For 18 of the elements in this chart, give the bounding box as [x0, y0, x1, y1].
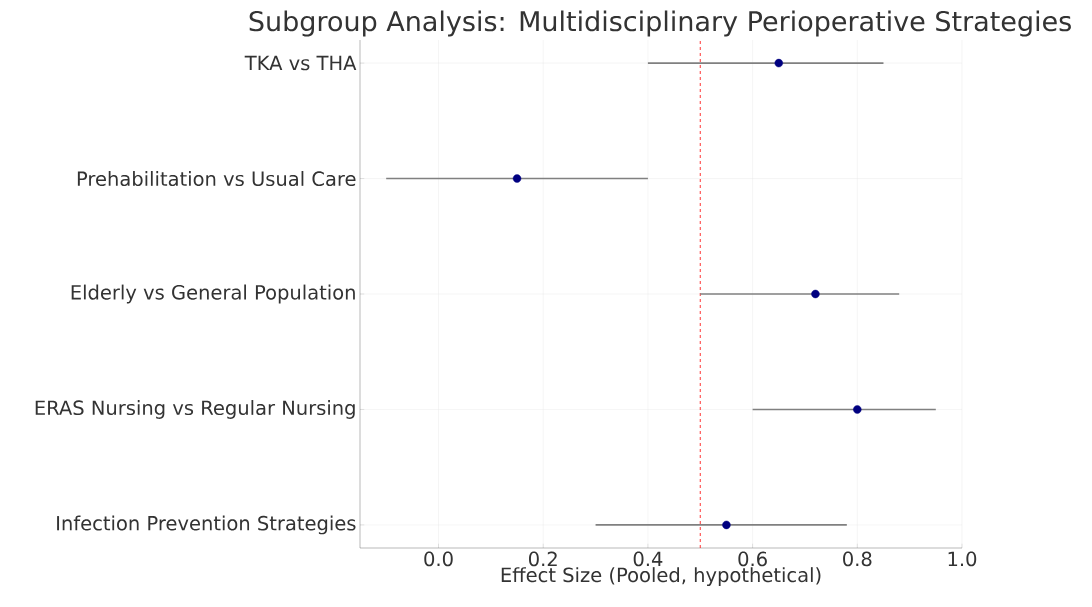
point	[512, 174, 522, 183]
x-tick-label: 0.8	[843, 551, 872, 567]
point	[774, 58, 783, 68]
x-axis-title: Effect Size (Pooled, hypothetical)	[501, 567, 821, 587]
y-tick-label: Prehabilitation vs Usual Care	[77, 171, 356, 187]
y-tick-label: ERAS Nursing vs Regular Nursing	[35, 400, 355, 419]
x-tick-label: 0.4	[633, 551, 663, 567]
y-tick-label: TKA vs THA	[244, 55, 357, 71]
point	[853, 405, 862, 414]
y-tick-label: Elderly vs General Population	[71, 284, 355, 304]
y-tick-label: Infection Prevention Strategies	[57, 515, 356, 535]
x-tick-label: 0.0	[424, 551, 453, 567]
x-tick-label: 0.6	[738, 551, 767, 567]
point	[811, 289, 820, 299]
point	[722, 520, 731, 530]
chart-title: Subgroup Analysis: Multidisciplinary Perioperative Strategies	[249, 10, 1071, 37]
x-tick-label: 0.2	[529, 551, 557, 567]
x-tick-label: 1.0	[948, 551, 977, 567]
